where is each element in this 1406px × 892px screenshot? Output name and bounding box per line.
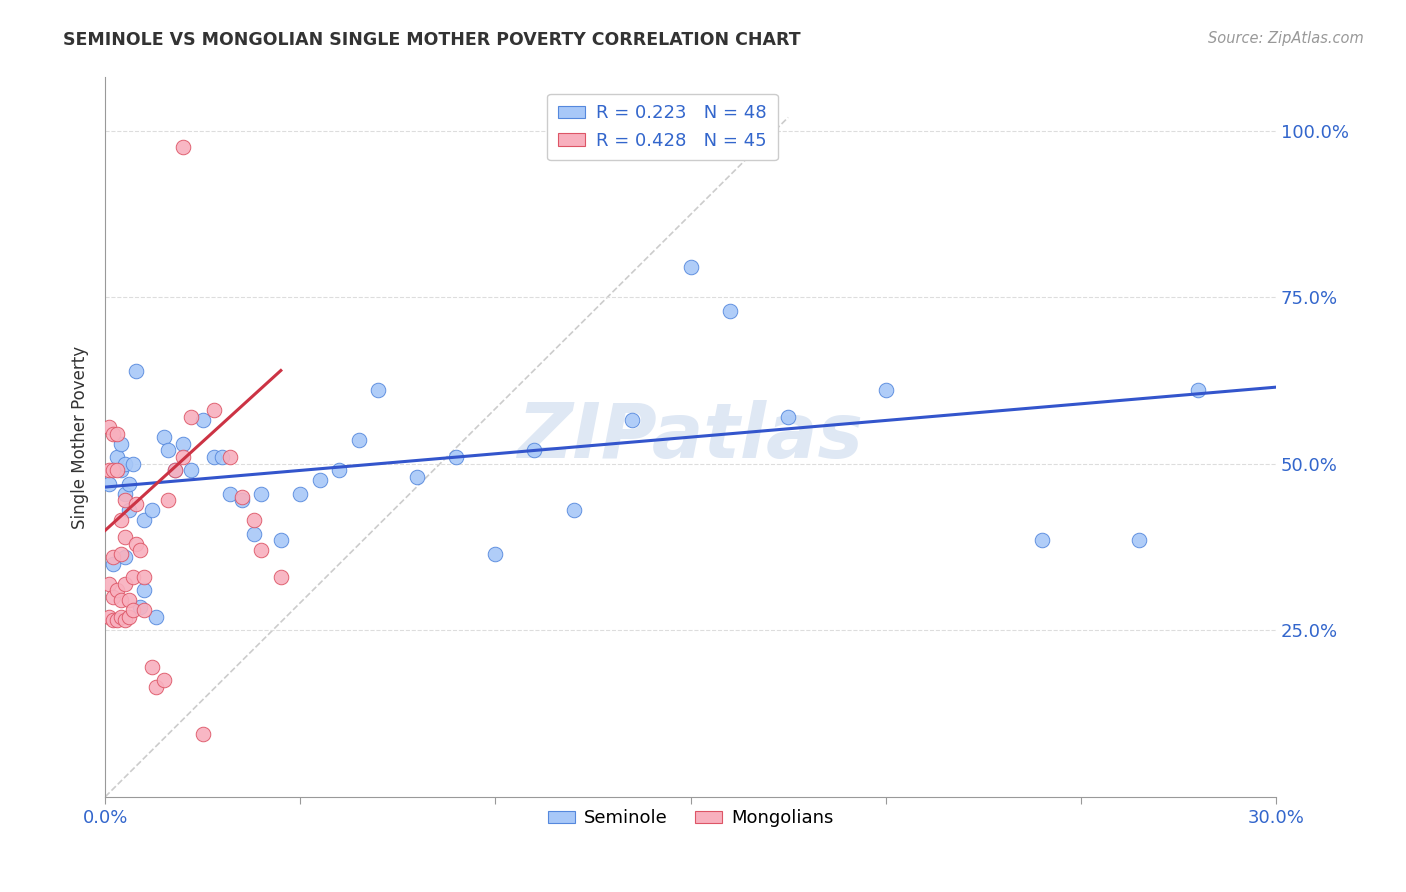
Point xyxy=(121,457,143,471)
Point xyxy=(105,426,128,441)
Point xyxy=(1128,533,1150,548)
Point xyxy=(406,470,429,484)
Point xyxy=(250,487,273,501)
Point xyxy=(778,410,800,425)
Point xyxy=(141,503,163,517)
Point xyxy=(114,530,136,544)
Point xyxy=(145,680,167,694)
Point xyxy=(1187,384,1209,398)
Point xyxy=(110,463,132,477)
Point xyxy=(110,547,132,561)
Point xyxy=(172,450,194,464)
Point xyxy=(117,610,139,624)
Point xyxy=(523,443,546,458)
Point xyxy=(242,526,264,541)
Point xyxy=(117,593,139,607)
Point xyxy=(125,497,148,511)
Point xyxy=(121,570,143,584)
Point xyxy=(1031,533,1053,548)
Point xyxy=(98,420,121,434)
Point xyxy=(105,450,128,464)
Point xyxy=(98,463,121,477)
Point xyxy=(114,457,136,471)
Point xyxy=(718,303,741,318)
Point xyxy=(308,474,330,488)
Point xyxy=(152,673,174,688)
Point xyxy=(129,543,152,558)
Point xyxy=(165,463,187,477)
Point xyxy=(219,487,242,501)
Point xyxy=(156,493,179,508)
Point xyxy=(484,547,506,561)
Point xyxy=(367,384,389,398)
Y-axis label: Single Mother Poverty: Single Mother Poverty xyxy=(72,345,89,529)
Point xyxy=(105,613,128,627)
Point xyxy=(875,384,897,398)
Point xyxy=(129,599,152,614)
Point xyxy=(270,533,292,548)
Point xyxy=(110,513,132,527)
Point xyxy=(134,603,156,617)
Point xyxy=(101,463,124,477)
Point xyxy=(110,610,132,624)
Point xyxy=(110,593,132,607)
Point xyxy=(98,476,121,491)
Point xyxy=(152,430,174,444)
Point xyxy=(117,503,139,517)
Point xyxy=(231,493,253,508)
Point xyxy=(125,537,148,551)
Point xyxy=(114,576,136,591)
Point xyxy=(145,610,167,624)
Point xyxy=(180,463,202,477)
Point xyxy=(172,437,194,451)
Point xyxy=(101,613,124,627)
Point xyxy=(117,476,139,491)
Point xyxy=(114,613,136,627)
Point xyxy=(98,610,121,624)
Point xyxy=(105,463,128,477)
Text: Source: ZipAtlas.com: Source: ZipAtlas.com xyxy=(1208,31,1364,46)
Point xyxy=(191,413,214,427)
Point xyxy=(114,549,136,564)
Point xyxy=(250,543,273,558)
Point xyxy=(204,403,226,417)
Point xyxy=(134,570,156,584)
Point xyxy=(121,603,143,617)
Point xyxy=(110,437,132,451)
Point xyxy=(211,450,233,464)
Legend: Seminole, Mongolians: Seminole, Mongolians xyxy=(541,802,841,835)
Point xyxy=(105,583,128,598)
Text: SEMINOLE VS MONGOLIAN SINGLE MOTHER POVERTY CORRELATION CHART: SEMINOLE VS MONGOLIAN SINGLE MOTHER POVE… xyxy=(63,31,801,49)
Point xyxy=(328,463,350,477)
Point xyxy=(101,426,124,441)
Point xyxy=(165,463,187,477)
Point xyxy=(347,434,370,448)
Point xyxy=(191,726,214,740)
Text: ZIPatlas: ZIPatlas xyxy=(517,401,863,475)
Point xyxy=(156,443,179,458)
Point xyxy=(562,503,585,517)
Point xyxy=(101,590,124,604)
Point xyxy=(141,660,163,674)
Point xyxy=(242,513,264,527)
Point xyxy=(125,363,148,377)
Point xyxy=(98,576,121,591)
Point xyxy=(270,570,292,584)
Point xyxy=(231,490,253,504)
Point xyxy=(219,450,242,464)
Point xyxy=(290,487,312,501)
Point xyxy=(101,557,124,571)
Point xyxy=(134,583,156,598)
Point xyxy=(134,513,156,527)
Point xyxy=(180,410,202,425)
Point xyxy=(101,549,124,564)
Point xyxy=(172,140,194,154)
Point xyxy=(621,413,644,427)
Point xyxy=(204,450,226,464)
Point xyxy=(446,450,468,464)
Point xyxy=(114,493,136,508)
Point xyxy=(114,487,136,501)
Point xyxy=(679,260,702,275)
